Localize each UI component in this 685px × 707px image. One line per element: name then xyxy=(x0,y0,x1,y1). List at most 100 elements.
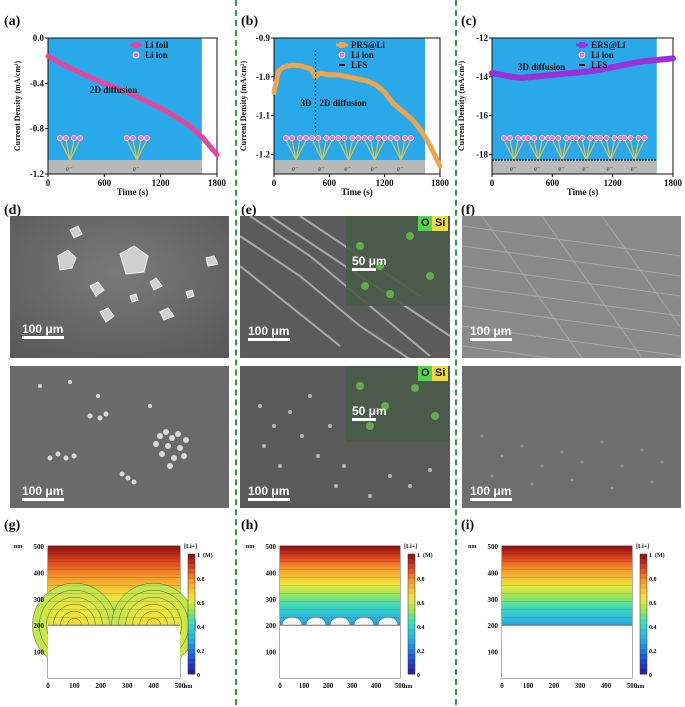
heat-band-h-11 xyxy=(280,575,400,579)
heat-band-g-1 xyxy=(48,548,180,552)
heat-y-tick-h-4: 500 xyxy=(266,543,277,551)
plot-background-a xyxy=(48,38,202,174)
colorbar-tick-i-1: 0.8 xyxy=(649,577,657,583)
ion-fan-c-0: e⁻ xyxy=(501,135,527,173)
legend-ion-marker-b xyxy=(338,51,346,59)
annotation-c: 3D diffusion xyxy=(518,62,565,72)
ion-dot-c-5-2 xyxy=(635,135,642,141)
ion-path-b-2-1 xyxy=(343,139,350,161)
heat-band-i-6 xyxy=(502,561,632,566)
heat-band-g-22 xyxy=(48,604,180,608)
heat-band-h-12 xyxy=(280,577,400,581)
heat-band-g-8 xyxy=(48,567,180,571)
annotation-left-b: 3D xyxy=(301,98,313,108)
heat-band-i-20 xyxy=(502,598,632,603)
heat-band-i-3 xyxy=(502,553,632,558)
ion-dot-b-4-2 xyxy=(401,135,408,141)
colorbar-seg-g-23 xyxy=(188,669,195,675)
colorbar-tick-h-1: 0.8 xyxy=(417,577,425,583)
data-point-b-0-2 xyxy=(280,64,286,70)
ion-path-c-2-1 xyxy=(557,139,563,161)
heat-band-i-22 xyxy=(502,604,632,608)
data-point-c-0-11 xyxy=(599,66,606,73)
ion-path-c-4-1 xyxy=(605,139,612,161)
scale-label-e-top: 100 μm xyxy=(248,324,290,338)
panel-label-i: (i) xyxy=(461,518,475,533)
x-tick-label-b-0: 0 xyxy=(272,178,277,188)
ion-dot-b-0-0 xyxy=(283,135,289,141)
colorbar-tick-h-4: 0.2 xyxy=(417,649,425,655)
ion-path-b-1-2 xyxy=(321,139,327,161)
heat-y-tick-i-4: 500 xyxy=(488,543,499,551)
ion-path-b-0-0 xyxy=(285,139,297,161)
x-axis-label-c: Time (s) xyxy=(567,187,599,197)
data-point-b-0-5 xyxy=(299,63,305,69)
ion-dot-a-1-0 xyxy=(123,135,130,141)
scale-line-f-bottom xyxy=(470,498,512,501)
colorbar-seg-g-7 xyxy=(188,589,195,595)
scale-label-e-bottom: 100 μm xyxy=(248,484,290,498)
colorbar-seg-h-21 xyxy=(408,659,415,665)
heat-band-h-13 xyxy=(280,580,400,584)
heat-x-tick-g-4: 400 xyxy=(148,682,159,690)
heat-x-tick-g-0: 0 xyxy=(46,682,50,690)
colorbar-seg-h-14 xyxy=(408,624,415,630)
electron-label-a-1: e⁻ xyxy=(133,165,140,173)
ion-dot-b-3-1 xyxy=(367,135,374,141)
heat-band-g-3 xyxy=(48,553,180,558)
electron-label-c-4: e⁻ xyxy=(606,165,613,173)
ion-path-b-4-1 xyxy=(396,139,402,161)
electron-label-b-4: e⁻ xyxy=(397,165,404,173)
y-tick-label-b-2: -1.1 xyxy=(256,111,271,121)
element-label-o-bottom: O xyxy=(418,366,433,381)
colorbar-seg-g-9 xyxy=(188,599,195,605)
ion-path-c-4-2 xyxy=(609,139,616,161)
data-point-b-0-10 xyxy=(336,72,342,78)
ion-dot-a-1-2 xyxy=(137,135,144,141)
colorbar-title-i: [Li+] xyxy=(636,544,649,550)
x-tick-label-a-0: 0 xyxy=(46,178,51,188)
ion-dot-a-0-0 xyxy=(57,135,63,141)
ion-path-c-2-3 xyxy=(561,139,573,161)
ion-path-a-0-3 xyxy=(69,139,81,161)
data-point-c-0-14 xyxy=(629,60,636,67)
heat-x-tick-h-4: 400 xyxy=(371,682,382,690)
colorbar-seg-h-2 xyxy=(408,564,415,570)
heat-y-tick-i-0: 100 xyxy=(488,649,499,657)
colorbar-seg-g-6 xyxy=(188,584,195,590)
heat-band-g-7 xyxy=(48,564,180,568)
colorbar-seg-g-13 xyxy=(188,619,195,625)
heat-x-tick-i-5: 500 xyxy=(627,682,638,690)
heat-band-g-15 xyxy=(48,585,180,589)
ion-dot-c-0-0 xyxy=(501,135,507,141)
chart-svg-a: e⁻ e⁻ 0 600 1200 1800 0.0 -0.4 -0.8 -1.2 Time (s) C… xyxy=(13,33,227,197)
colorbar-frame-h xyxy=(407,553,416,675)
data-point-b-0-18 xyxy=(409,117,415,123)
ion-path-a-1-0 xyxy=(126,139,138,161)
colorbar-seg-g-5 xyxy=(188,579,195,585)
data-point-b-0-4 xyxy=(289,62,295,68)
electrode-region-i xyxy=(502,625,632,678)
heat-y-tick-i-1: 200 xyxy=(488,622,499,630)
colorbar-seg-g-8 xyxy=(188,594,195,600)
colorbar-unit-g: (M) xyxy=(203,552,213,559)
ion-dot-c-3-2 xyxy=(587,135,594,141)
heat-y-tick-h-3: 400 xyxy=(266,569,277,577)
ion-path-b-0-1 xyxy=(291,139,297,161)
colorbar-tick-i-4: 0.2 xyxy=(649,649,657,655)
heat-band-h-24 xyxy=(280,609,400,613)
data-point-b-0-6 xyxy=(308,66,314,72)
heat-band-g-11 xyxy=(48,575,180,579)
legend-label-c-0: ERS@Li xyxy=(591,40,626,50)
data-point-c-0-7 xyxy=(559,70,566,77)
ion-path-b-2-0 xyxy=(337,139,349,161)
heat-band-i-12 xyxy=(502,577,632,581)
heat-band-i-23 xyxy=(502,606,632,610)
data-point-a-0-0 xyxy=(45,53,51,59)
ion-fan-b-4: e⁻ xyxy=(387,135,414,173)
heat-x-tick-i-3: 300 xyxy=(575,682,586,690)
data-point-b-0-20 xyxy=(428,144,434,150)
heat-x-tick-h-5: 500 xyxy=(395,682,406,690)
colorbar-seg-i-13 xyxy=(640,619,647,625)
heat-band-g-19 xyxy=(48,596,180,600)
